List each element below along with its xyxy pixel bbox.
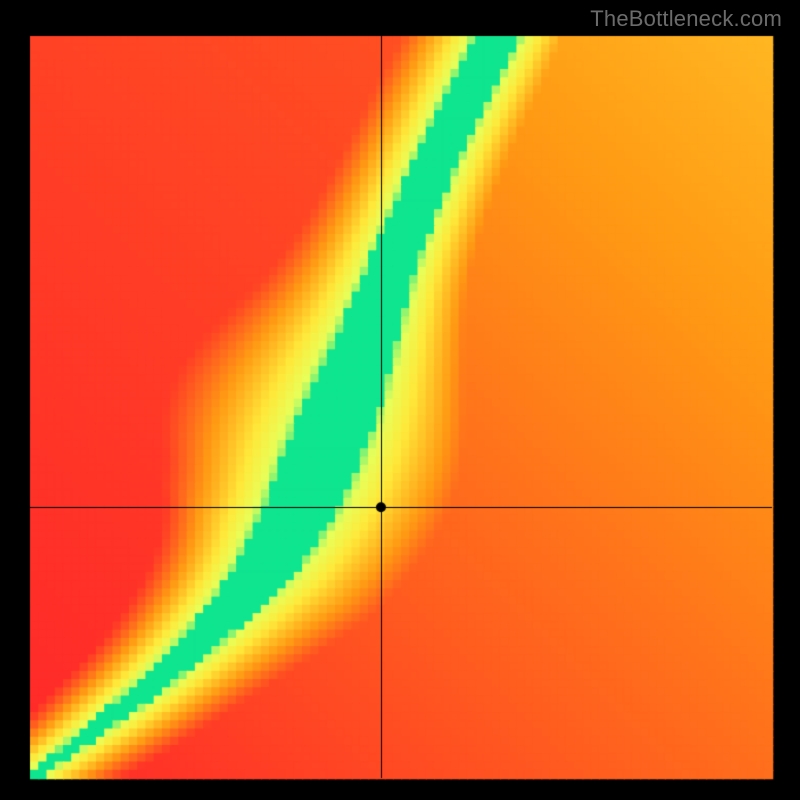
chart-container: TheBottleneck.com [0,0,800,800]
heatmap-canvas [0,0,800,800]
watermark-text: TheBottleneck.com [590,6,782,32]
